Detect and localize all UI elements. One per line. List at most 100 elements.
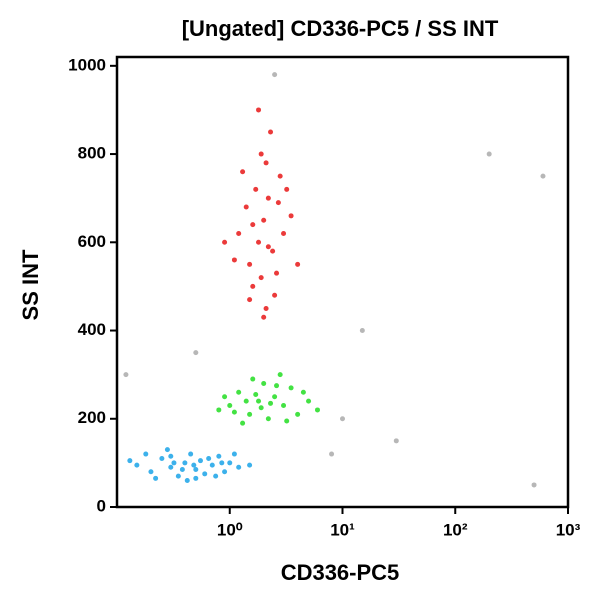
- point: [243, 398, 249, 404]
- point: [256, 107, 262, 113]
- point: [143, 451, 149, 457]
- point: [250, 376, 256, 382]
- point: [193, 467, 199, 472]
- point: [193, 350, 199, 356]
- point: [531, 482, 537, 488]
- point: [227, 460, 233, 466]
- point: [265, 416, 271, 422]
- y-tick-label: 800: [78, 144, 106, 163]
- point: [153, 475, 159, 481]
- point: [284, 186, 290, 192]
- point: [295, 261, 301, 267]
- point: [253, 186, 259, 192]
- point: [393, 438, 399, 444]
- point: [175, 473, 181, 479]
- point: [243, 204, 249, 210]
- point: [261, 217, 267, 223]
- point: [250, 222, 256, 228]
- point: [123, 372, 129, 378]
- point: [486, 151, 492, 157]
- y-tick-label: 400: [78, 320, 106, 339]
- point: [256, 398, 262, 404]
- point: [202, 471, 208, 477]
- point: [268, 400, 274, 406]
- point: [222, 239, 228, 245]
- point: [193, 475, 199, 481]
- point: [268, 129, 274, 135]
- y-tick-label: 0: [97, 496, 106, 515]
- y-tick-label: 600: [78, 232, 106, 251]
- point: [275, 200, 281, 206]
- point: [222, 394, 228, 400]
- point: [300, 389, 306, 395]
- y-tick-label: 1000: [68, 55, 106, 74]
- x-tick-label: 10⁰: [217, 520, 243, 539]
- point: [206, 455, 212, 461]
- point: [164, 447, 170, 453]
- point: [274, 270, 280, 276]
- point: [231, 409, 237, 415]
- point: [171, 460, 177, 466]
- point: [222, 469, 228, 475]
- point: [236, 464, 242, 470]
- point: [288, 385, 294, 391]
- point: [191, 462, 197, 468]
- point: [209, 462, 215, 468]
- point: [216, 407, 222, 413]
- point: [247, 261, 253, 267]
- point: [281, 230, 287, 236]
- point: [277, 173, 283, 179]
- point: [231, 257, 237, 263]
- point: [261, 314, 267, 320]
- point: [253, 392, 259, 397]
- point: [216, 453, 222, 459]
- point: [274, 383, 280, 389]
- point: [247, 411, 253, 417]
- point: [258, 405, 264, 411]
- point: [295, 411, 301, 417]
- point: [265, 244, 271, 250]
- point: [247, 462, 253, 468]
- point: [127, 458, 133, 464]
- x-tick-label: 10³: [556, 520, 581, 539]
- point: [250, 283, 256, 289]
- point: [258, 151, 264, 157]
- point: [265, 195, 271, 201]
- point: [270, 248, 276, 254]
- point: [277, 372, 283, 378]
- point: [159, 455, 165, 461]
- point: [329, 451, 335, 457]
- point: [272, 292, 278, 298]
- point: [168, 453, 174, 459]
- point: [236, 230, 242, 236]
- point: [263, 160, 269, 166]
- point: [281, 403, 287, 409]
- x-tick-label: 10¹: [330, 520, 355, 539]
- plot-frame: [115, 55, 570, 509]
- point: [188, 451, 194, 457]
- point: [258, 275, 264, 281]
- y-axis-label: SS INT: [18, 249, 43, 320]
- point: [263, 305, 269, 311]
- point: [284, 418, 290, 424]
- point: [340, 416, 345, 422]
- point: [179, 467, 185, 472]
- point: [240, 420, 246, 426]
- point: [231, 451, 237, 457]
- point: [240, 169, 246, 175]
- chart-title: [Ungated] CD336-PC5 / SS INT: [182, 16, 499, 41]
- point: [213, 473, 219, 479]
- point: [272, 394, 278, 400]
- point: [247, 297, 253, 303]
- x-tick-label: 10²: [443, 520, 468, 539]
- point: [314, 407, 320, 413]
- point: [184, 478, 190, 484]
- x-axis-label: CD336-PC5: [281, 560, 400, 585]
- point: [134, 462, 140, 468]
- point: [168, 464, 174, 470]
- point: [272, 72, 278, 78]
- y-tick-label: 200: [78, 408, 106, 427]
- point: [256, 239, 262, 245]
- point: [261, 380, 267, 386]
